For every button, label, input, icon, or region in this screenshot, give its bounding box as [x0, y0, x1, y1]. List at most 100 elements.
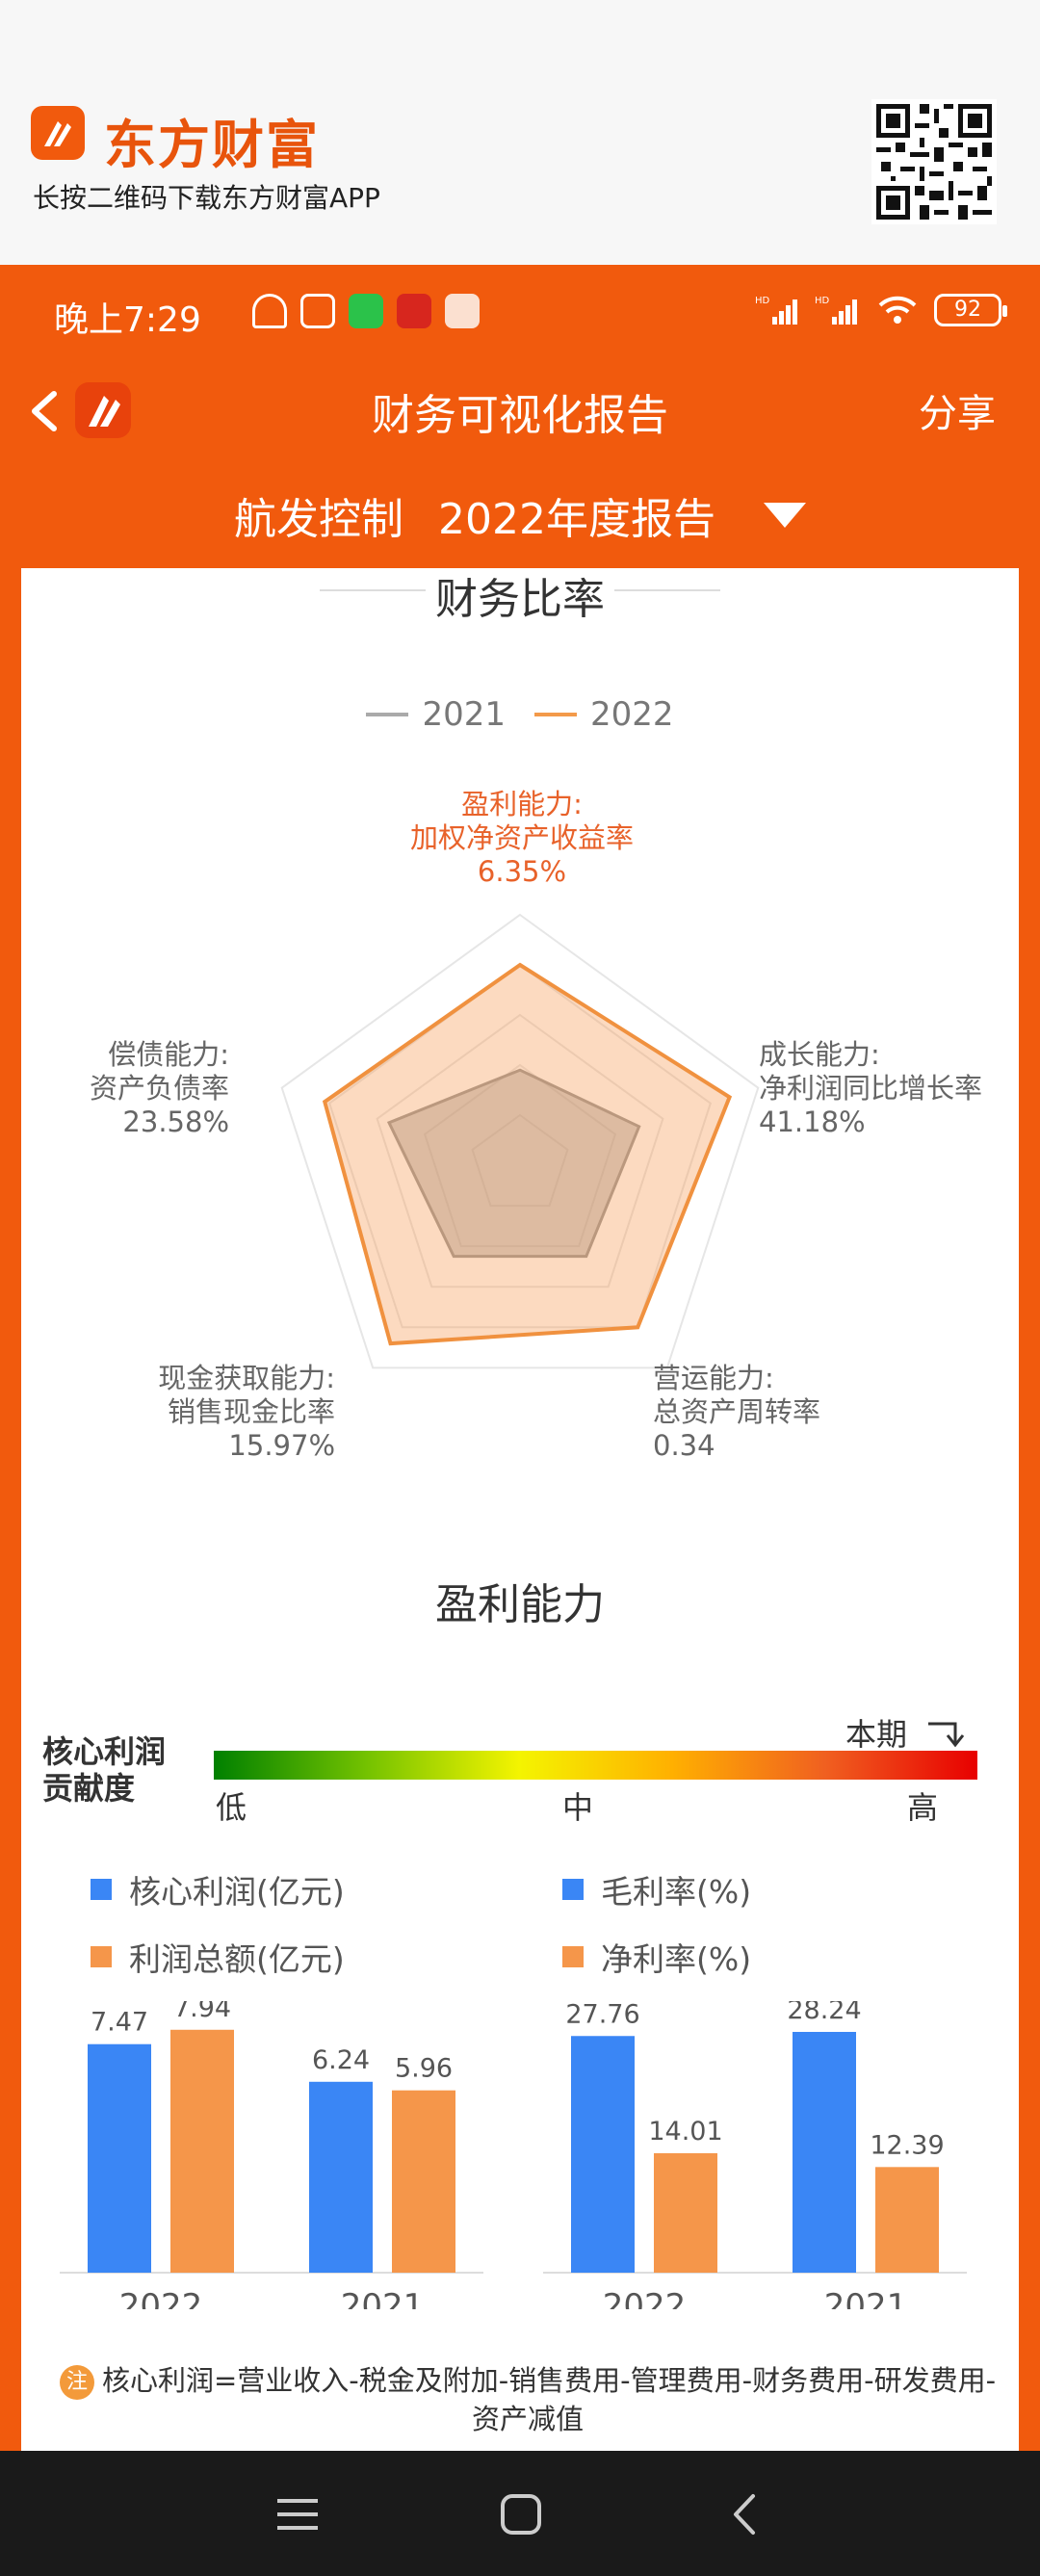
radar-axis-metric: 总资产周转率	[653, 1395, 821, 1428]
radar-series-2022	[322, 962, 733, 1346]
radar-axis-metric: 销售现金比率	[167, 1395, 335, 1428]
company-name: 航发控制	[234, 495, 403, 544]
legend-gross-margin[interactable]: 毛利率(%)	[562, 1866, 751, 1912]
legend-label-2022: 2022	[590, 695, 674, 734]
x-tick-label: 2022	[603, 2287, 687, 2309]
title-divider-right	[614, 589, 720, 591]
radar-label-solvency: 偿债能力: 资产负债率 23.58%	[60, 1038, 229, 1139]
back-arrow-icon[interactable]	[21, 382, 69, 440]
game-app-icon	[445, 294, 480, 328]
bar-2021-1	[875, 2167, 939, 2273]
bell-off-icon	[252, 294, 287, 328]
battery-indicator: 92	[934, 294, 1007, 326]
radar-axis-metric: 净利润同比增长率	[759, 1072, 983, 1105]
radar-axis-value: 6.35%	[477, 855, 567, 888]
margin-rate-bar-chart: 27.76 14.01 2022 28.24 12.39 2021	[543, 2001, 967, 2309]
radar-axis-value: 41.18%	[759, 1106, 866, 1138]
radar-label-growth: 成长能力: 净利润同比增长率 41.18%	[759, 1038, 982, 1139]
radar-series-2021	[386, 1068, 641, 1259]
legend-label: 利润总额(亿元)	[129, 1940, 345, 1978]
note-text: 核心利润=营业收入-税金及附加-销售费用-管理费用-财务费用-研发费用-资产减值	[101, 2364, 997, 2435]
legend-label: 净利率(%)	[601, 1940, 752, 1978]
radar-chart	[280, 913, 760, 1369]
bar-value-label: 12.39	[870, 2130, 944, 2160]
status-time: 晚上7:29	[54, 300, 201, 340]
signal-2-icon: HD	[815, 296, 857, 325]
news-app-icon	[397, 294, 431, 328]
bar-value-label: 14.01	[648, 2117, 722, 2147]
radar-grid-ring	[328, 963, 712, 1329]
app-logo-icon	[31, 106, 85, 160]
bar-value-label: 5.96	[395, 2054, 453, 2084]
title-divider-left	[320, 589, 426, 591]
top-nav-bar: 财务可视化报告 分享	[0, 361, 1040, 457]
contribution-title-line1: 核心利润	[42, 1733, 167, 1770]
legend-swatch-orange	[562, 1946, 584, 1967]
radar-axis-value: 23.58%	[122, 1106, 229, 1138]
dropdown-arrow-icon[interactable]	[763, 503, 806, 528]
bar-2021-0	[793, 2032, 856, 2273]
bar-value-label: 7.94	[173, 2001, 231, 2023]
legend-total-profit[interactable]: 利润总额(亿元)	[91, 1934, 345, 1980]
radar-grid-ring	[280, 913, 760, 1369]
bar-2022-1	[654, 2152, 717, 2273]
bar-2022-1	[170, 2029, 234, 2273]
system-nav-bar	[0, 2451, 1040, 2576]
corner-arrow-icon	[928, 1722, 965, 1748]
svg-text:HD: HD	[755, 296, 770, 306]
radar-grid-ring	[471, 1113, 569, 1208]
bar-value-label: 7.47	[91, 2008, 148, 2038]
status-bar: 晚上7:29 HD HD 92	[0, 265, 1040, 361]
back-icon[interactable]	[726, 2490, 765, 2538]
bar-2022-0	[571, 2036, 635, 2273]
report-selector[interactable]: 航发控制 2022年度报告	[0, 472, 1040, 559]
legend-item-2022[interactable]: 2022	[534, 695, 674, 734]
app-logo-icon	[75, 382, 131, 438]
bar-2022-0	[88, 2043, 151, 2273]
current-period-label: 本期	[845, 1716, 908, 1753]
menu-icon[interactable]	[273, 2495, 322, 2534]
legend-swatch-2022	[534, 713, 577, 716]
legend-item-2021[interactable]: 2021	[366, 695, 506, 734]
bar-2021-0	[309, 2081, 373, 2273]
radar-label-operation: 营运能力: 总资产周转率 0.34	[653, 1362, 820, 1463]
legend-swatch-blue	[91, 1879, 112, 1900]
wechat-icon	[349, 294, 383, 328]
ratio-section-title: 财务比率	[435, 575, 605, 624]
scale-mid-label: 中	[562, 1789, 594, 1826]
bar-value-label: 6.24	[312, 2045, 370, 2075]
x-tick-label: 2022	[119, 2287, 203, 2309]
legend-label: 毛利率(%)	[601, 1873, 752, 1911]
download-promo-banner: 东方财富 长按二维码下载东方财富APP	[0, 0, 1040, 265]
contribution-title: 核心利润 贡献度	[42, 1733, 166, 1807]
radar-legend: 2021 2022	[21, 695, 1019, 734]
share-button[interactable]: 分享	[919, 392, 996, 436]
radar-axis-name: 现金获取能力:	[158, 1362, 335, 1394]
legend-swatch-orange	[91, 1946, 112, 1967]
promo-subtitle: 长按二维码下载东方财富APP	[33, 182, 380, 214]
brand-name: 东方财富	[104, 115, 320, 175]
app-notification-icon	[300, 294, 335, 328]
radar-label-cash: 现金获取能力: 销售现金比率 15.97%	[127, 1362, 335, 1463]
legend-core-profit[interactable]: 核心利润(亿元)	[91, 1866, 345, 1912]
contribution-title-line2: 贡献度	[42, 1770, 136, 1807]
report-card: 财务比率 2021 2022 盈利能力: 加权净资产收益率 6.35% 成长能力…	[21, 568, 1019, 2451]
bar-value-label: 28.24	[787, 2001, 861, 2025]
svg-text:HD: HD	[815, 296, 830, 306]
home-icon[interactable]	[497, 2490, 545, 2538]
notification-icons	[252, 294, 480, 328]
radar-axis-metric: 加权净资产收益率	[409, 821, 634, 854]
qr-code	[871, 99, 997, 224]
radar-grid-ring	[423, 1063, 617, 1248]
status-right-icons: HD HD 92	[755, 294, 1007, 326]
legend-label-2021: 2021	[422, 695, 506, 734]
legend-swatch-2021	[366, 713, 409, 716]
page-title: 财务可视化报告	[372, 391, 668, 440]
radar-axis-metric: 资产负债率	[89, 1072, 229, 1105]
bar-value-label: 27.76	[565, 2001, 639, 2029]
radar-axis-name: 营运能力:	[653, 1362, 774, 1394]
scale-high-label: 高	[907, 1789, 939, 1826]
profit-section-title: 盈利能力	[435, 1580, 605, 1629]
note-badge: 注	[59, 2365, 94, 2400]
legend-net-margin[interactable]: 净利率(%)	[562, 1934, 751, 1980]
